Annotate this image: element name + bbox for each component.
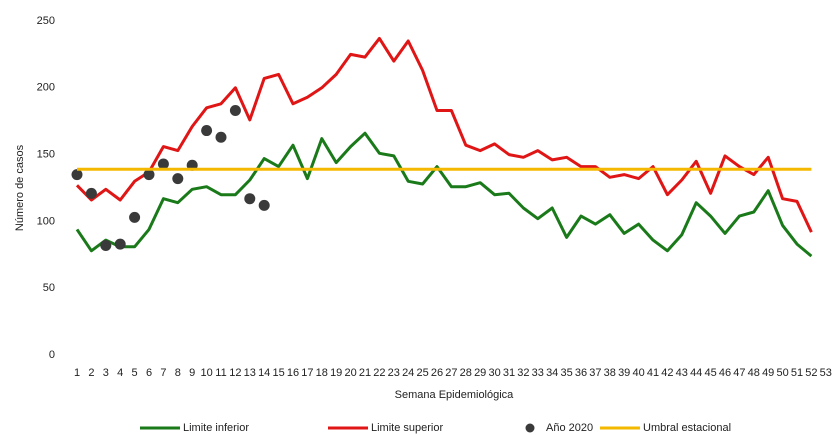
x-tick-label: 32 <box>517 367 529 379</box>
x-tick-label: 46 <box>719 367 731 379</box>
series-line <box>75 131 813 258</box>
y-tick-label: 150 <box>37 149 55 161</box>
data-point <box>100 239 112 251</box>
legend-label: Año 2020 <box>546 422 593 434</box>
x-tick-label: 37 <box>589 367 601 379</box>
data-point <box>129 211 141 223</box>
x-tick-label: 13 <box>244 367 256 379</box>
x-tick-label: 8 <box>175 367 181 379</box>
x-tick-label: 2 <box>88 367 94 379</box>
data-point <box>114 238 126 250</box>
x-tick-label: 24 <box>402 367 414 379</box>
x-tick-label: 43 <box>676 367 688 379</box>
x-tick-label: 21 <box>359 367 371 379</box>
x-tick-label: 31 <box>503 367 515 379</box>
data-point <box>143 169 155 181</box>
x-tick-label: 45 <box>704 367 716 379</box>
x-tick-label: 12 <box>229 367 241 379</box>
x-tick-label: 1 <box>74 367 80 379</box>
x-tick-label: 35 <box>560 367 572 379</box>
x-tick-label: 16 <box>287 367 299 379</box>
x-tick-label: 6 <box>146 367 152 379</box>
data-point <box>244 193 256 205</box>
x-tick-label: 25 <box>416 367 428 379</box>
data-point <box>258 199 270 211</box>
x-tick-label: 10 <box>200 367 212 379</box>
series-line <box>75 36 813 233</box>
data-point <box>229 105 241 117</box>
y-axis-label: Número de casos <box>14 144 26 231</box>
legend-marker <box>525 423 535 433</box>
y-tick-label: 200 <box>37 82 55 94</box>
legend-label: Limite superior <box>371 422 443 434</box>
x-tick-label: 23 <box>388 367 400 379</box>
x-tick-label: 48 <box>748 367 760 379</box>
x-tick-label: 30 <box>488 367 500 379</box>
x-tick-label: 18 <box>316 367 328 379</box>
data-point <box>71 169 83 181</box>
x-axis-label: Semana Epidemiológica <box>395 389 515 401</box>
x-tick-label: 50 <box>776 367 788 379</box>
x-tick-label: 52 <box>805 367 817 379</box>
x-tick-label: 39 <box>618 367 630 379</box>
y-tick-label: 50 <box>43 282 55 294</box>
x-tick-label: 40 <box>632 367 644 379</box>
legend-label: Umbral estacional <box>643 422 731 434</box>
x-tick-label: 38 <box>604 367 616 379</box>
x-tick-label: 53 <box>820 367 832 379</box>
x-tick-label: 14 <box>258 367 270 379</box>
x-tick-label: 49 <box>762 367 774 379</box>
data-point <box>157 158 169 170</box>
x-tick-label: 36 <box>575 367 587 379</box>
x-tick-label: 33 <box>532 367 544 379</box>
data-point <box>85 187 97 199</box>
x-tick-label: 7 <box>160 367 166 379</box>
x-tick-label: 47 <box>733 367 745 379</box>
x-tick-label: 4 <box>117 367 123 379</box>
x-tick-label: 11 <box>215 367 226 379</box>
y-tick-label: 100 <box>37 215 55 227</box>
x-tick-label: 27 <box>445 367 457 379</box>
y-tick-label: 250 <box>37 15 55 27</box>
x-tick-label: 20 <box>344 367 356 379</box>
x-tick-label: 42 <box>661 367 673 379</box>
x-tick-label: 51 <box>791 367 803 379</box>
data-point <box>201 125 213 137</box>
x-tick-label: 41 <box>647 367 659 379</box>
x-tick-label: 19 <box>330 367 342 379</box>
data-point <box>215 131 227 143</box>
x-tick-label: 29 <box>474 367 486 379</box>
x-tick-label: 44 <box>690 367 702 379</box>
x-tick-label: 34 <box>546 367 558 379</box>
x-tick-label: 22 <box>373 367 385 379</box>
x-tick-label: 26 <box>431 367 443 379</box>
x-tick-label: 17 <box>301 367 313 379</box>
x-tick-label: 5 <box>132 367 138 379</box>
y-tick-label: 0 <box>49 349 55 361</box>
legend-label: Limite inferior <box>183 422 249 434</box>
x-tick-label: 9 <box>189 367 195 379</box>
data-point <box>172 173 184 185</box>
x-tick-label: 3 <box>103 367 109 379</box>
x-tick-label: 15 <box>272 367 284 379</box>
x-tick-label: 28 <box>460 367 472 379</box>
